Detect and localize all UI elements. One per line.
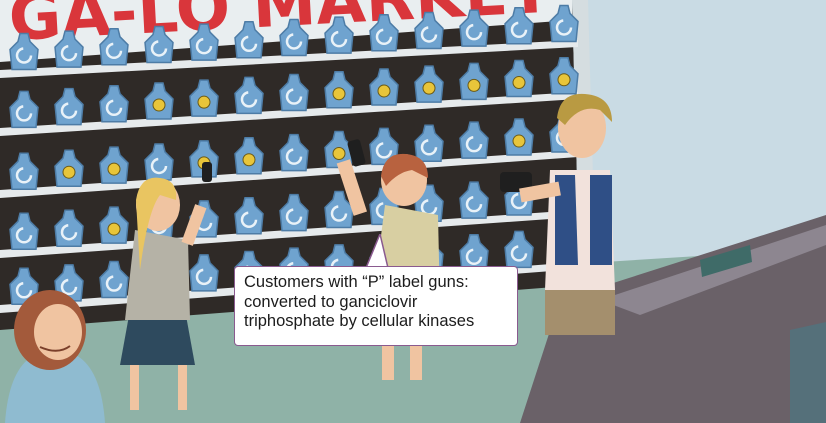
p-label-bottle [99,206,129,244]
g-label-bottle [234,76,264,115]
g-label-bottle [54,209,84,247]
g-label-bottle [279,133,309,172]
g-label-bottle [234,196,264,235]
man-customer [500,93,615,335]
counter-display [700,245,752,277]
caption-text: Customers with “P” label guns: converted… [244,273,475,330]
g-label-bottle [9,212,39,251]
p-label-bottle [324,130,354,169]
p-label-bottle [189,79,219,117]
g-label-bottle [504,230,534,269]
g-label-bottle [9,152,39,191]
counter-edge [790,322,826,423]
g-label-bottle [54,30,84,68]
g-label-bottle [279,18,309,57]
g-label-bottle [414,11,444,50]
g-label-bottle [99,28,129,66]
caption-pointer [365,234,389,269]
girl-customer [120,162,212,410]
g-label-bottle [234,21,264,59]
g-label-bottle [459,121,489,159]
g-label-bottle [54,264,84,302]
p-label-bottle [54,149,84,187]
p-label-bottle [459,62,489,101]
shelf-bottles [9,4,579,306]
g-label-bottle [369,14,399,52]
p-label-bottle [549,56,579,95]
g-label-bottle [459,9,489,47]
g-label-bottle [54,87,84,126]
p-label-bottle [144,82,174,120]
p-label-bottle [414,65,444,103]
g-label-bottle [9,32,39,71]
p-label-bottle [234,136,264,175]
g-label-bottle [459,181,489,219]
g-label-bottle [324,190,354,229]
p-label-bottle [504,118,534,156]
woman-customer [5,290,105,423]
g-label-bottle [279,193,309,232]
p-label-bottle [369,68,399,106]
g-label-bottle [144,143,174,181]
caption-box: Customers with “P” label guns: converted… [234,266,518,346]
g-label-bottle [9,90,39,129]
g-label-bottle [279,73,309,112]
g-label-bottle [189,23,219,61]
g-label-bottle [99,260,129,299]
g-label-bottle [504,7,534,45]
g-label-bottle [99,85,129,123]
shelf-rail [0,40,578,78]
p-label-bottle [504,59,534,98]
p-label-bottle [99,146,129,184]
g-label-bottle [459,234,489,272]
g-label-bottle [144,25,174,64]
g-label-bottle [414,124,444,163]
g-label-bottle [549,4,579,43]
p-label-bottle [324,71,354,109]
shelf-rail [0,92,578,136]
g-label-bottle [189,254,219,292]
g-label-bottle [324,16,354,54]
